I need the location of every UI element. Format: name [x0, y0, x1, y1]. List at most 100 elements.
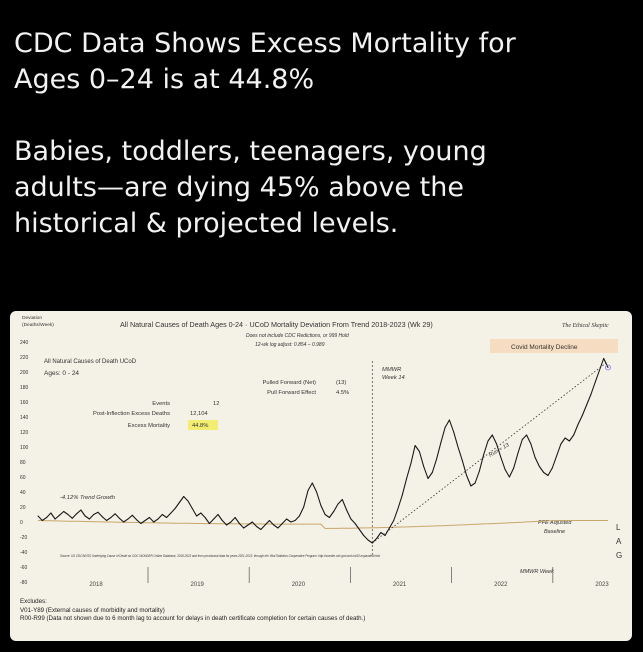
run-label: Run ≈ 13: [488, 442, 511, 459]
series-point: [328, 517, 330, 518]
covid-decline-band: [490, 339, 618, 353]
series-point: [247, 524, 249, 526]
pull-forward-effect-label: Pull Forward Effect: [267, 390, 316, 396]
series-point: [526, 434, 528, 436]
mmwr-label-1: MMWR: [382, 367, 402, 373]
series-point: [560, 443, 562, 445]
series-point: [543, 472, 545, 473]
series-point: [350, 518, 352, 520]
series-point: [491, 434, 493, 436]
mmwr-label-2: Week 14: [382, 375, 405, 381]
series-point: [71, 517, 73, 519]
series-point: [594, 382, 596, 383]
series-point: [187, 500, 189, 502]
footnote-line-1: V01-Y89 (External causes of morbidity an…: [20, 606, 165, 614]
series-point: [183, 496, 185, 497]
series-point: [586, 404, 588, 406]
series-point: [538, 466, 540, 467]
series-point: [551, 467, 553, 469]
body-line-1: Babies, toddlers, teenagers, young: [14, 136, 487, 167]
series-point: [453, 431, 455, 433]
series-point: [418, 451, 420, 452]
y-tick-label: 220: [20, 355, 29, 361]
chart-subtitle-2: 12-wk log adjust: 0.854 – 0.989: [255, 342, 325, 348]
x-tick-label: 2021: [393, 582, 407, 588]
y-tick-label: 240: [20, 340, 29, 346]
series-point: [166, 517, 168, 518]
series-point: [470, 485, 472, 487]
series-point: [131, 514, 133, 516]
series-point: [483, 454, 485, 455]
series-point: [88, 518, 90, 520]
series-point: [157, 518, 159, 520]
series-point: [521, 439, 523, 440]
series-point: [76, 513, 78, 515]
end-marker: [605, 364, 611, 371]
series-point: [423, 466, 425, 467]
series-point: [136, 519, 138, 521]
series-point: [598, 370, 600, 371]
series-point: [573, 434, 575, 436]
reference-lines: [37, 361, 609, 556]
series-point: [170, 512, 172, 514]
series-point: [358, 529, 360, 530]
side-letter-g: G: [616, 551, 622, 560]
y-axis-label-1: Deviation: [22, 315, 42, 321]
x-tick-label: 2020: [292, 582, 306, 588]
series-point: [286, 518, 288, 520]
series-point: [478, 470, 480, 472]
series-point: [93, 514, 95, 515]
series-point: [577, 424, 579, 425]
series-point: [114, 513, 116, 515]
series-point: [354, 523, 356, 524]
series-point: [281, 523, 283, 524]
y-tick-label: 200: [20, 370, 29, 376]
series-point: [410, 463, 412, 464]
chart-title: All Natural Causes of Death Ages 0-24 · …: [120, 320, 433, 329]
series-point: [80, 509, 82, 511]
series-point: [603, 358, 605, 359]
y-tick-label: 160: [20, 400, 29, 406]
series-point: [384, 535, 386, 536]
series-point: [243, 527, 245, 529]
post-inflection-label: Post-Inflection Excess Deaths: [93, 411, 170, 417]
y-axis-ticks: 240220200180160140120100806040200-20-40-…: [20, 340, 29, 586]
series-point: [431, 472, 433, 473]
series-line: [37, 357, 609, 544]
series-point: [101, 516, 103, 518]
series-point: [367, 539, 369, 541]
series-point: [204, 517, 206, 518]
series-point: [260, 529, 262, 530]
chart-image[interactable]: Covid Mortality Decline All Natural Caus…: [10, 311, 632, 641]
series-point: [466, 475, 468, 476]
y-tick-label: 40: [20, 490, 26, 496]
y-tick-label: 140: [20, 415, 29, 421]
excess-mortality-label: Excess Mortality: [128, 423, 170, 429]
post-headline: CDC Data Shows Excess Mortality for Ages…: [14, 26, 629, 98]
series-point: [50, 512, 52, 514]
series-point: [337, 503, 339, 505]
series-point: [307, 490, 309, 491]
series-point: [440, 442, 442, 443]
series-point: [363, 535, 365, 536]
series-point: [110, 517, 112, 518]
series-point: [311, 482, 313, 484]
footnote-title: Excludes:: [20, 598, 47, 605]
footnote-line-2: R00-R99 (Data not shown due to 6 month l…: [20, 615, 366, 623]
series-point: [436, 458, 438, 460]
legend-title: All Natural Causes of Death UCoD: [44, 359, 137, 365]
series-point: [607, 367, 609, 368]
mmwr-week-label: MMWR Week: [520, 569, 554, 575]
x-tick-label: 2018: [89, 582, 103, 588]
brand-logo: The Ethical Skeptic: [562, 323, 609, 329]
series-point: [230, 521, 232, 523]
series-point: [106, 520, 108, 521]
series-point: [500, 457, 502, 458]
series-point: [341, 499, 343, 500]
series-point: [58, 514, 60, 516]
series-point: [208, 523, 210, 524]
series-point: [504, 469, 506, 470]
series-point: [590, 394, 592, 395]
y-axis-label-2: (Deaths/Week): [22, 322, 54, 328]
x-tick-label: 2019: [191, 582, 205, 588]
